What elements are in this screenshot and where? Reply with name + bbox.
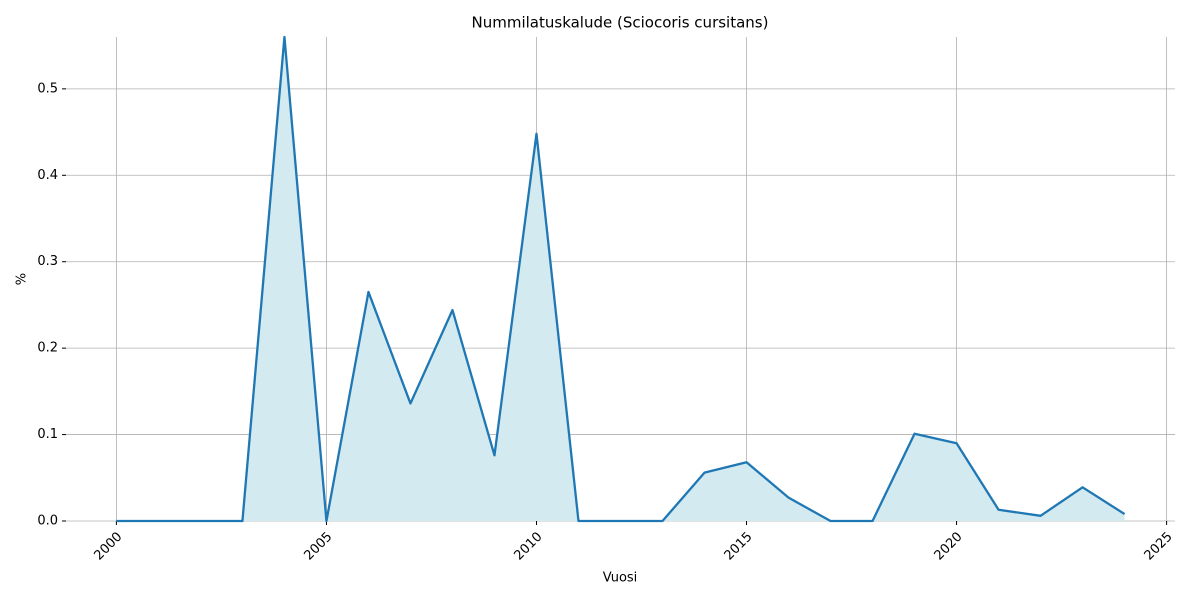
y-tick-label: 0.2 xyxy=(37,341,58,356)
line xyxy=(116,35,1126,523)
y-axis-label: % xyxy=(15,273,30,285)
y-tick-label: 0.1 xyxy=(37,427,58,442)
y-tick-label: 0.0 xyxy=(37,514,58,529)
area-fill xyxy=(116,37,1125,521)
x-tick-label: 2015 xyxy=(722,529,756,563)
y-tick-label: 0.4 xyxy=(37,168,58,183)
x-tick-label: 2000 xyxy=(91,529,125,563)
x-tick-label: 2010 xyxy=(512,529,546,563)
chart-title: Nummilatuskalude (Sciocoris cursitans) xyxy=(472,14,769,32)
x-tick-label: 2025 xyxy=(1142,529,1176,563)
y-tick-label: 0.5 xyxy=(37,81,58,96)
x-tick-label: 2020 xyxy=(932,529,966,563)
y-tick-label: 0.3 xyxy=(37,254,58,269)
x-tick-label: 2005 xyxy=(301,529,335,563)
x-axis-label: Vuosi xyxy=(603,571,638,586)
